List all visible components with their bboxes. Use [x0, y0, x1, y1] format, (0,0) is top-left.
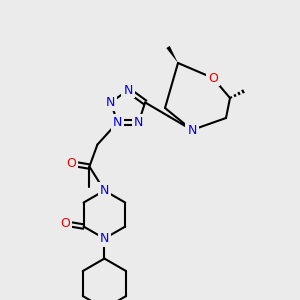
Text: N: N — [100, 184, 109, 197]
Text: N: N — [134, 116, 143, 129]
Polygon shape — [166, 46, 178, 63]
Text: O: O — [208, 71, 218, 85]
Text: N: N — [187, 124, 197, 136]
Text: O: O — [67, 157, 76, 170]
Text: N: N — [123, 83, 133, 97]
Text: O: O — [61, 217, 70, 230]
Text: N: N — [106, 96, 116, 109]
Text: N: N — [100, 232, 109, 245]
Text: N: N — [113, 116, 122, 129]
